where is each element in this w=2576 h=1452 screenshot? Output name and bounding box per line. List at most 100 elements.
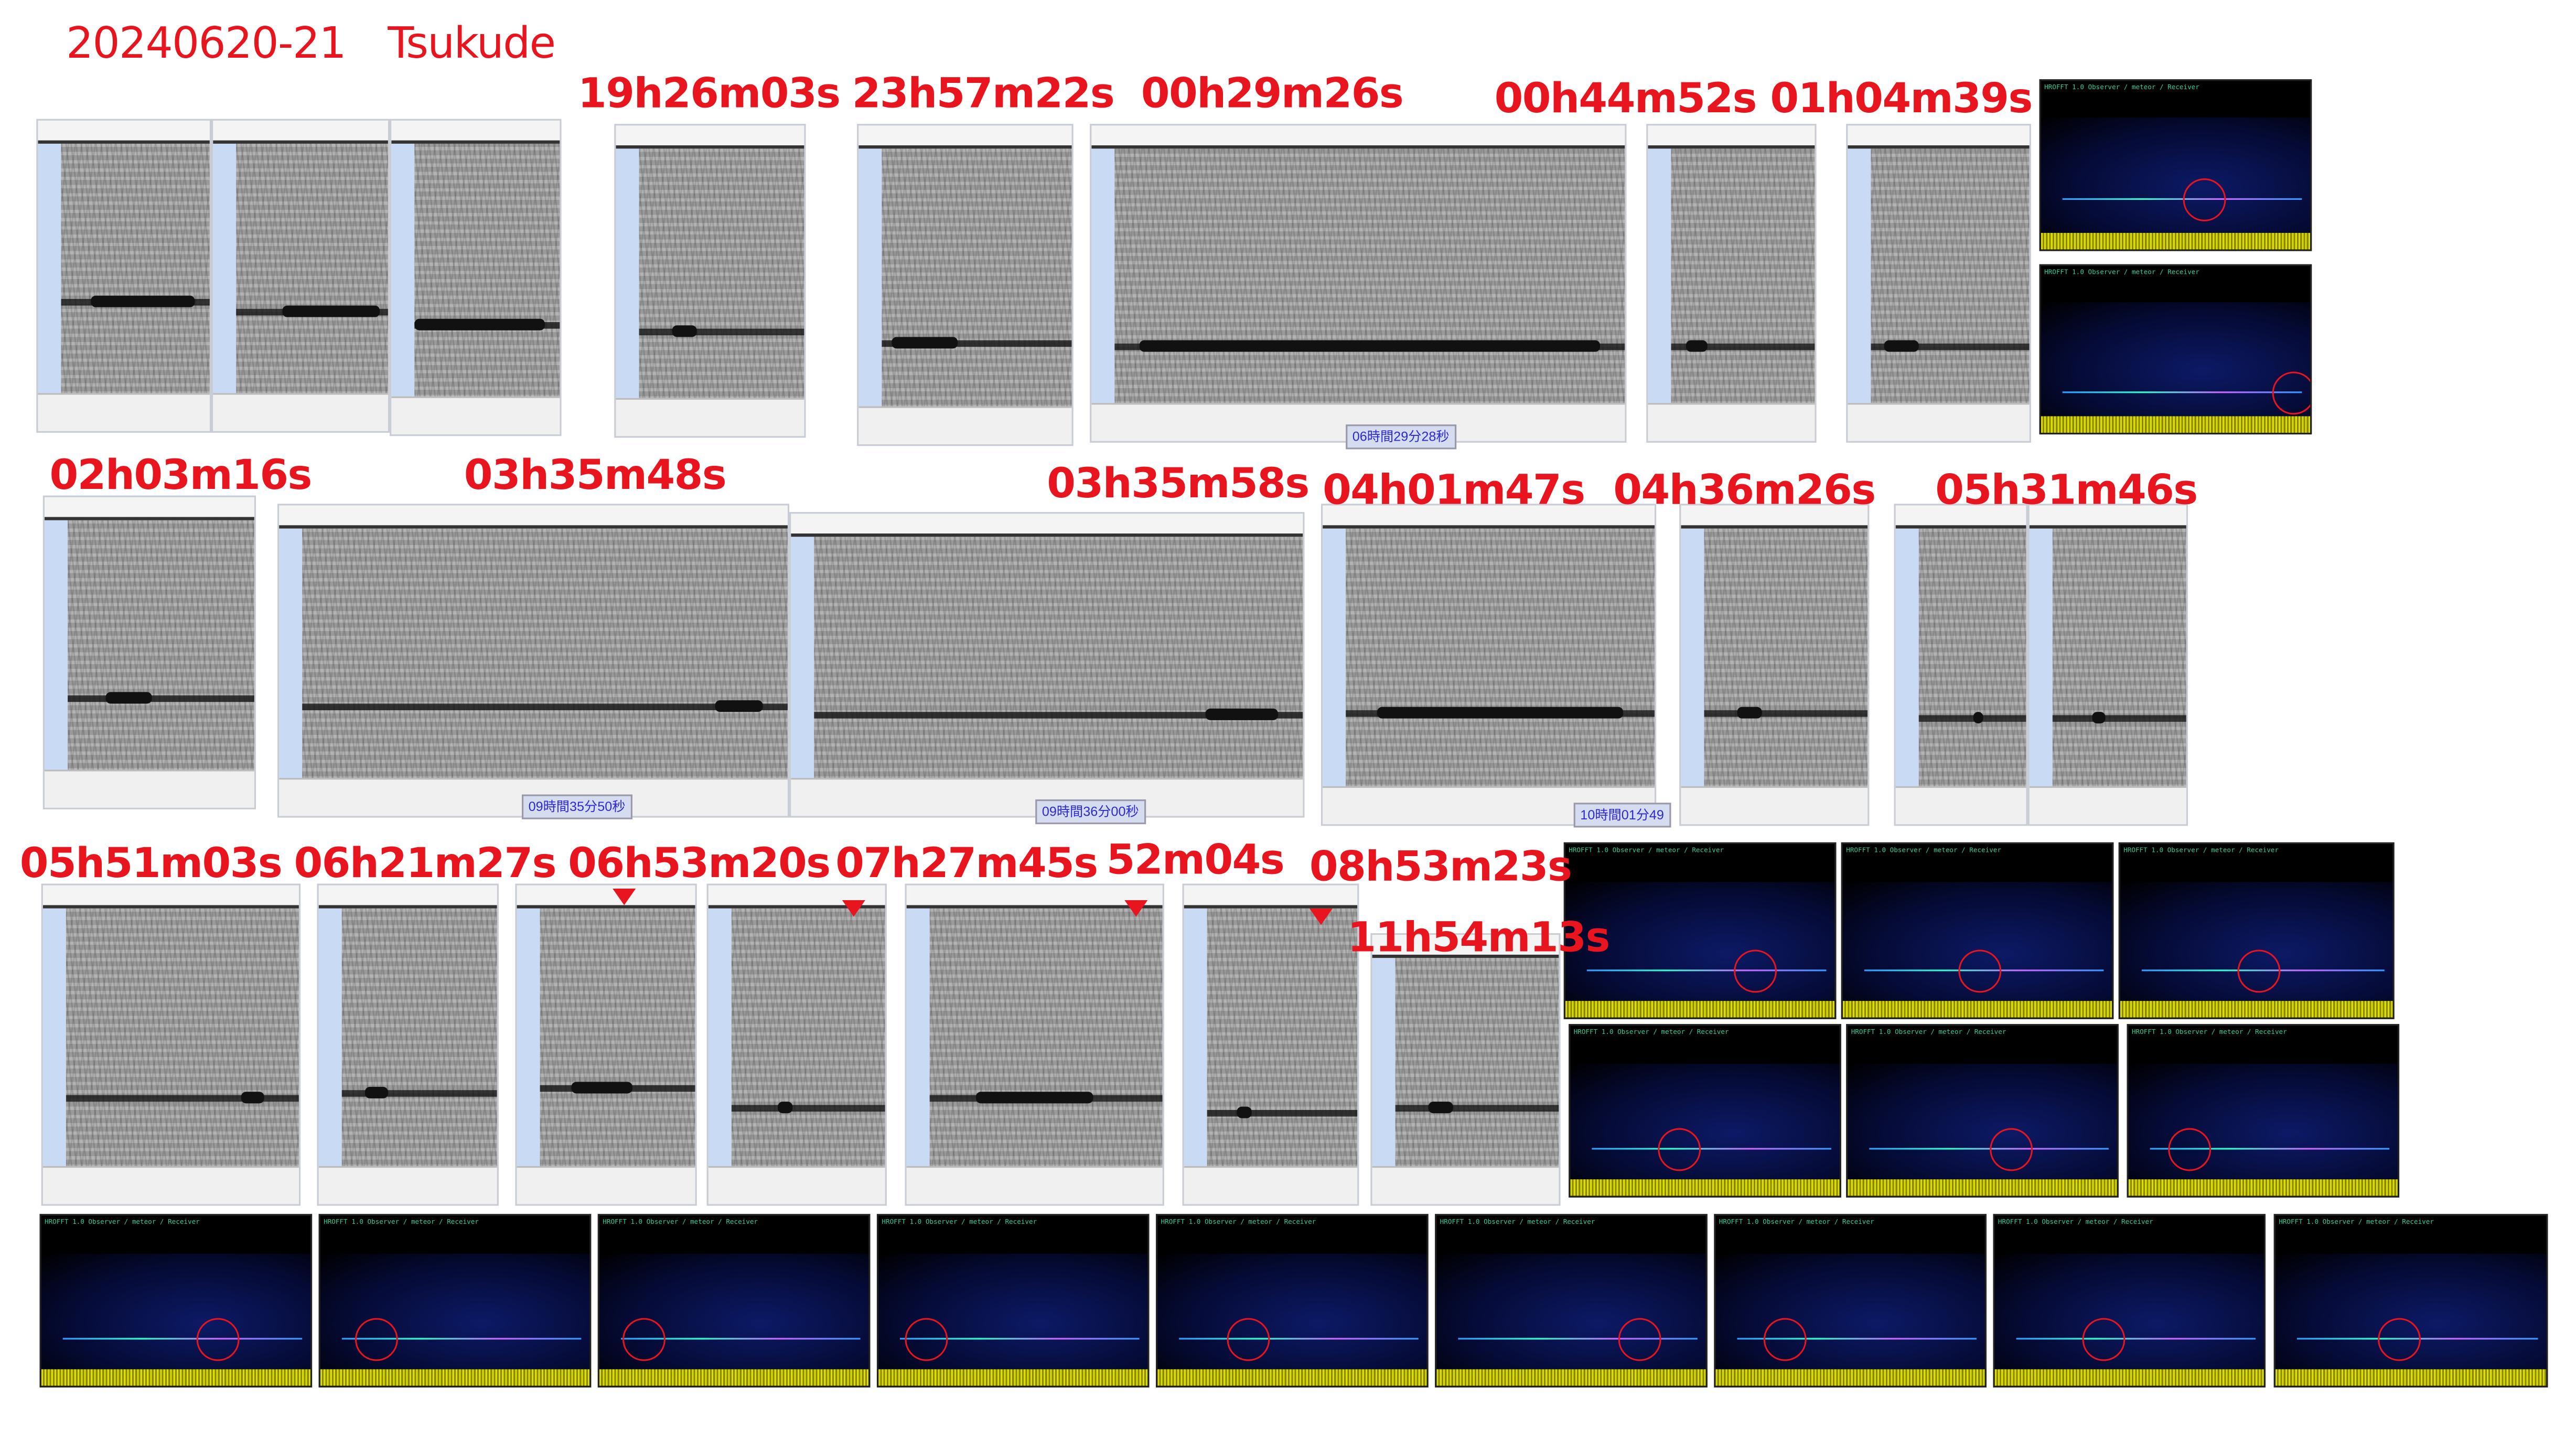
audacity-toolbar (45, 770, 254, 808)
frequency-axis (1184, 908, 1207, 1168)
time-ruler (1681, 505, 1868, 529)
meteor-echo (891, 337, 958, 349)
meteor-echo (365, 1086, 389, 1098)
highlight-circle (2271, 371, 2311, 414)
carrier-trace (1207, 1111, 1358, 1117)
signal-level-bar (599, 1369, 869, 1386)
highlight-circle (1226, 1318, 1270, 1362)
hrofft-spectrum (2041, 302, 2311, 417)
signal-level-bar (2275, 1369, 2547, 1386)
audacity-toolbar (517, 1166, 695, 1204)
meteor-trace (2016, 1338, 2256, 1340)
timestamp-label: 07h27m45s (835, 839, 1098, 887)
timestamp-label: 02h03m16s (49, 451, 312, 499)
audacity-toolbar (1372, 1166, 1559, 1204)
signal-level-bar (2041, 232, 2311, 250)
hrofft-header: HROFFT 1.0 Observer / meteor / Receiver (1998, 1217, 2153, 1226)
audacity-toolbar (708, 1166, 885, 1204)
meteor-echo (240, 1092, 264, 1104)
hrofft-header: HROFFT 1.0 Observer / meteor / Receiver (2123, 846, 2279, 854)
timestamp-label: 03h35m48s (464, 451, 727, 499)
hrofft-header: HROFFT 1.0 Observer / meteor / Receiver (1846, 846, 2001, 854)
spectrogram-plot (341, 908, 497, 1168)
hrofft-spectrum (1565, 882, 1835, 1000)
signal-level-bar (1994, 1369, 2264, 1386)
meteor-echo (282, 306, 381, 318)
audacity-toolbar (391, 396, 560, 435)
spectrogram-panel (41, 883, 301, 1206)
hrofft-header: HROFFT 1.0 Observer / meteor / Receiver (882, 1217, 1037, 1226)
signal-level-bar (2120, 1000, 2393, 1018)
time-ruler (791, 514, 1303, 537)
carrier-trace (1704, 710, 1868, 717)
spectrogram-plot (236, 143, 388, 395)
time-ruler (858, 125, 1072, 149)
meteor-trace (2150, 1148, 2390, 1150)
hrofft-panel: HROFFT 1.0 Observer / meteor / Receiver (597, 1214, 871, 1387)
spectrogram-plot (882, 148, 1072, 408)
spectrogram-panel (2027, 504, 2188, 826)
spectrogram-panel (515, 883, 697, 1206)
hrofft-header: HROFFT 1.0 Observer / meteor / Receiver (2044, 268, 2199, 276)
timestamp-label: 03h35m58s (1047, 459, 1310, 507)
spectrogram-panel (36, 119, 212, 433)
spectrogram-panel (1846, 124, 2031, 443)
collage-title: 20240620-21 Tsukude (66, 19, 556, 70)
hrofft-panel: HROFFT 1.0 Observer / meteor / Receiver (1563, 842, 1837, 1019)
spectrogram-plot (814, 537, 1303, 780)
meteor-trace (621, 1338, 861, 1340)
spectrogram-plot (302, 528, 788, 780)
highlight-circle (622, 1318, 666, 1362)
hrofft-header: HROFFT 1.0 Observer / meteor / Receiver (324, 1217, 479, 1226)
meteor-echo (1205, 708, 1279, 720)
carrier-trace (302, 704, 788, 711)
time-ruler (279, 505, 788, 529)
timestamp-label: 00h44m52s (1494, 74, 1757, 123)
hrofft-panel: HROFFT 1.0 Observer / meteor / Receiver (1435, 1214, 1708, 1387)
audacity-toolbar (1848, 403, 2030, 441)
highlight-circle (2182, 179, 2226, 222)
frequency-axis (279, 528, 303, 780)
meteor-echo (1237, 1107, 1252, 1119)
time-ruler (1895, 505, 2026, 529)
frequency-axis (391, 143, 415, 398)
spectrogram-panel (1370, 933, 1561, 1206)
hrofft-panel: HROFFT 1.0 Observer / meteor / Receiver (1841, 842, 2114, 1019)
spectrogram-plot (1704, 528, 1868, 788)
spectrogram-plot (61, 143, 210, 395)
meteor-trace (1586, 969, 1827, 971)
frequency-axis (858, 148, 882, 408)
hrofft-panel: HROFFT 1.0 Observer / meteor / Receiver (2118, 842, 2395, 1019)
carrier-trace (2052, 715, 2186, 722)
meteor-trace (341, 1338, 582, 1340)
time-readout: 09時間35分50秒 (521, 794, 632, 819)
carrier-trace (66, 1095, 299, 1102)
signal-level-bar (320, 1369, 590, 1386)
meteor-echo (1685, 339, 1707, 352)
hrofft-header: HROFFT 1.0 Observer / meteor / Receiver (603, 1217, 758, 1226)
spectrogram-panel (706, 883, 887, 1206)
audacity-toolbar (318, 1166, 497, 1204)
audacity-toolbar (1895, 786, 2026, 825)
meteor-trace (2062, 199, 2302, 201)
signal-level-bar (1436, 1369, 1706, 1386)
time-readout: 10時間01分49 (1573, 803, 1671, 828)
signal-level-bar (2041, 416, 2311, 433)
hrofft-panel: HROFFT 1.0 Observer / meteor / Receiver (1156, 1214, 1429, 1387)
hrofft-header: HROFFT 1.0 Observer / meteor / Receiver (1851, 1027, 2006, 1036)
audacity-toolbar (906, 1166, 1163, 1204)
hrofft-panel: HROFFT 1.0 Observer / meteor / Receiver (39, 1214, 313, 1387)
hrofft-header: HROFFT 1.0 Observer / meteor / Receiver (1161, 1217, 1316, 1226)
spectrogram-panel (277, 504, 790, 818)
timestamp-label: 06h53m20s (568, 839, 831, 887)
arrow-marker (1309, 908, 1333, 925)
timestamp-label: 08h53m23s (1309, 842, 1572, 891)
spectrogram-plot (1346, 528, 1655, 788)
time-ruler (616, 125, 804, 149)
hrofft-panel: HROFFT 1.0 Observer / meteor / Receiver (318, 1214, 592, 1387)
spectrogram-panel (1090, 124, 1627, 443)
hrofft-header: HROFFT 1.0 Observer / meteor / Receiver (1440, 1217, 1595, 1226)
signal-level-bar (1842, 1000, 2112, 1018)
carrier-trace (68, 696, 254, 703)
